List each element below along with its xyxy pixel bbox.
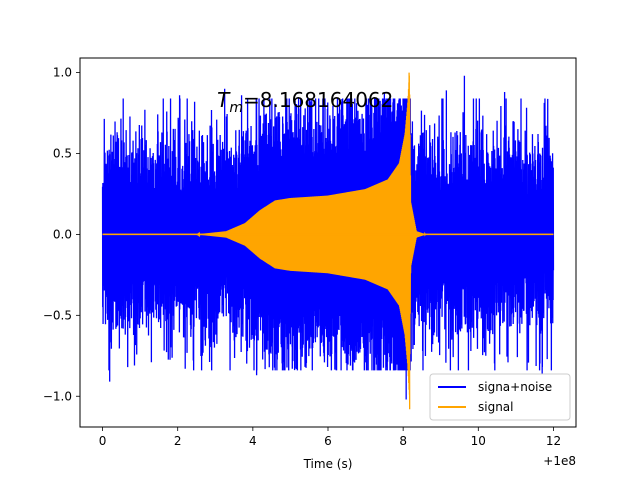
x-tick-label: 2 (174, 434, 182, 448)
x-tick-label: 0 (99, 434, 107, 448)
legend-box (429, 373, 571, 421)
merger-time-annotation: Tm=8.168164062 (217, 88, 393, 116)
y-tick-label: 0.0 (53, 227, 72, 241)
x-tick-label: 6 (324, 434, 332, 448)
legend: signa+noise signal (429, 373, 571, 421)
legend-label-signal: signal (478, 400, 514, 414)
y-tick-label: −0.5 (43, 308, 72, 322)
legend-label-signa-noise: signa+noise (478, 380, 552, 394)
y-tick-label: 1.0 (53, 66, 72, 80)
x-tick-label: 8 (399, 434, 407, 448)
x-tick-label: 10 (471, 434, 486, 448)
y-axis: −1.0 −0.5 0.0 0.5 1.0 (43, 66, 80, 403)
x-tick-label: 4 (249, 434, 257, 448)
annotation-value: =8.168164062 (243, 88, 393, 112)
x-tick-label: 12 (546, 434, 561, 448)
x-axis-offset-label: +1e8 (543, 454, 576, 468)
y-tick-label: −1.0 (43, 389, 72, 403)
series-layer (101, 72, 555, 410)
annotation-symbol: T (217, 88, 231, 112)
x-axis: 0 2 4 6 8 10 12 (99, 427, 561, 448)
annotation-subscript: m (229, 100, 243, 116)
y-tick-label: 0.5 (53, 146, 72, 160)
x-axis-label: Time (s) (303, 457, 353, 471)
